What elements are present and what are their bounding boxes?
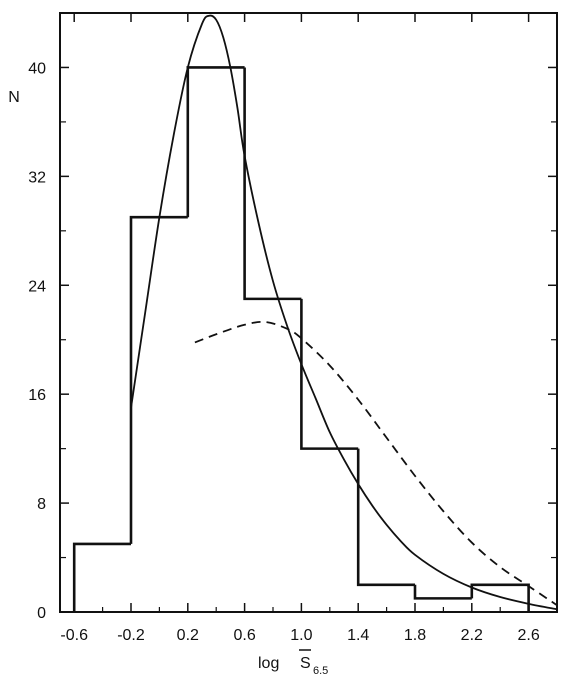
y-tick-label: 40: [28, 60, 46, 77]
y-tick-label: 0: [37, 605, 46, 622]
curves: [130, 14, 558, 611]
y-tick-label: 32: [28, 169, 46, 186]
y-tick-label: 16: [28, 387, 46, 404]
y-tick-label: 24: [28, 278, 46, 295]
x-tick-label: 2.2: [461, 627, 483, 644]
histogram-bin: [72, 542, 131, 612]
x-tick-label: 1.0: [290, 627, 312, 644]
plot-frame: [59, 12, 558, 613]
x-tick-label: -0.2: [117, 627, 145, 644]
x-tick-label: 0.6: [233, 627, 255, 644]
histogram-bin: [129, 215, 188, 544]
x-tick-label: 0.2: [177, 627, 199, 644]
histogram-bin: [356, 448, 415, 587]
histogram-bin: [186, 66, 245, 218]
y-tick-label: 8: [37, 496, 46, 513]
histogram-bin: [300, 298, 359, 450]
x-tick-label: 2.6: [517, 627, 539, 644]
histogram-bin: [413, 584, 472, 600]
histogram: [72, 66, 530, 612]
x-tick-label: 1.4: [347, 627, 369, 644]
histogram-bin: [470, 583, 530, 612]
x-tick-label: 1.8: [404, 627, 426, 644]
histogram-bin: [243, 67, 302, 301]
ticks: -0.6 -0.2 0.2 0.6 1.0 1.4 1.8 2.2 2.6 0 8 16 24 32 40: [28, 12, 557, 644]
x-axis-symbol: S: [300, 655, 311, 672]
dashed-curve: [194, 320, 558, 606]
y-axis-label: N: [8, 89, 20, 106]
axes: [59, 12, 558, 613]
x-tick-label: -0.6: [60, 627, 88, 644]
x-axis-label: log: [258, 655, 279, 672]
solid-curve: [130, 14, 558, 611]
x-axis-subscript: 6.5: [313, 665, 328, 677]
